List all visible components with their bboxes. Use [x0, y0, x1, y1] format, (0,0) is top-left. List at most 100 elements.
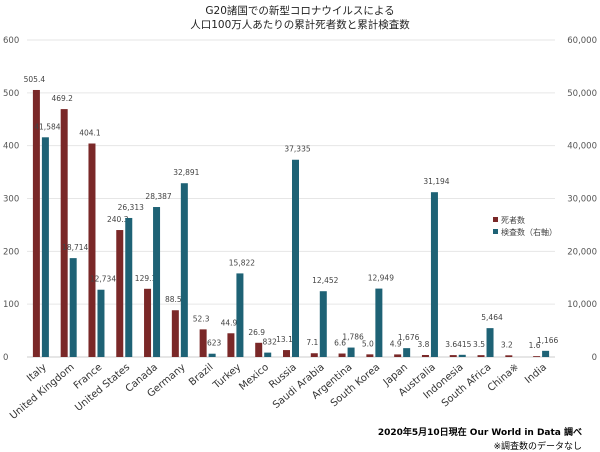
bar-tests	[180, 183, 188, 357]
y2-tick-label: 30,000	[567, 195, 597, 205]
bar-deaths	[199, 329, 207, 357]
data-label-tests: 1,786	[342, 333, 364, 342]
legend-swatch	[493, 217, 498, 222]
bar-tests	[430, 192, 438, 357]
data-label-deaths: 5.0	[362, 339, 374, 348]
bar-deaths	[116, 230, 124, 357]
data-label-deaths: 240.3	[107, 215, 129, 224]
bar-tests	[69, 258, 77, 357]
bar-deaths	[421, 354, 429, 357]
data-label-deaths: 129.1	[135, 274, 157, 283]
legend-label: 死者数	[501, 215, 525, 225]
data-label-deaths: 505.4	[24, 75, 46, 84]
data-label-tests: 623	[207, 339, 222, 348]
y-tick-label: 100	[3, 300, 19, 310]
chart-title: 人口100万人あたりの累計死者数と累計検査数	[190, 18, 410, 31]
y2-tick-label: 10,000	[567, 300, 597, 310]
bar-tests	[319, 291, 327, 357]
data-label-tests: 31,194	[423, 177, 449, 186]
x-tick-label: Turkey	[211, 362, 244, 392]
data-label-deaths: 44.9	[221, 318, 238, 327]
x-tick-label: Italy	[25, 362, 49, 384]
bar-tests	[97, 289, 105, 357]
data-label-deaths: 3.5	[473, 340, 485, 349]
y-tick-label: 200	[3, 247, 19, 257]
y2-tick-label: 60,000	[567, 36, 597, 46]
data-label-deaths: 13.1	[276, 335, 293, 344]
source-note: 2020年5月10日現在 Our World in Data 調べ	[377, 428, 582, 438]
data-label-deaths: 3.6	[445, 340, 457, 349]
legend-label: 検査数（右軸）	[501, 227, 557, 237]
data-label-deaths: 88.5	[165, 295, 182, 304]
data-label-deaths: 1.6	[529, 341, 541, 350]
bar-tests	[41, 137, 49, 357]
bar-tests	[125, 217, 133, 357]
bar-deaths	[283, 350, 290, 357]
data-label-tests: 32,891	[173, 168, 199, 177]
bar-deaths	[171, 310, 179, 357]
bar-tests	[486, 328, 494, 357]
y2-tick-label: 20,000	[567, 247, 597, 257]
data-label-deaths: 4.9	[390, 339, 402, 348]
bar-deaths	[227, 333, 235, 357]
bar-tests	[458, 354, 466, 357]
data-label-tests: 28,387	[145, 192, 171, 201]
data-label-tests: 26,313	[118, 203, 144, 212]
data-label-deaths: 469.2	[51, 94, 73, 103]
y-tick-label: 600	[3, 36, 19, 46]
data-label-deaths: 6.6	[334, 339, 346, 348]
data-label-tests: 12,452	[312, 276, 338, 285]
data-label-tests: 5,464	[481, 313, 503, 322]
bar-tests	[375, 288, 383, 357]
data-label-deaths: 52.3	[193, 314, 210, 323]
bar-tests	[236, 273, 244, 357]
bar-deaths	[366, 354, 374, 357]
y-tick-label: 500	[3, 89, 19, 99]
data-label-deaths: 3.8	[417, 340, 429, 349]
bar-deaths	[477, 355, 485, 357]
bar-tests	[292, 159, 299, 357]
bar-tests	[208, 353, 216, 357]
bar-deaths	[144, 288, 152, 357]
bar-tests	[347, 347, 355, 357]
bar-tests	[542, 350, 550, 357]
y-tick-label: 300	[3, 195, 19, 205]
data-label-tests: 18,714	[62, 243, 88, 252]
bar-tests	[403, 348, 411, 357]
data-label-tests: 1,676	[398, 333, 420, 342]
data-label-deaths: 3.2	[501, 340, 513, 349]
data-label-deaths: 7.1	[306, 338, 318, 347]
bar-deaths	[310, 353, 318, 357]
bar-deaths	[505, 355, 513, 357]
chart-title: G20諸国での新型コロナウイルスによる	[205, 4, 394, 17]
data-label-tests: 1,166	[537, 336, 559, 345]
y2-tick-label: 40,000	[567, 142, 597, 152]
x-tick-label: India	[523, 362, 549, 386]
data-label-tests: 832	[263, 338, 278, 347]
x-tick-label: South Korea	[329, 362, 382, 409]
bar-deaths	[338, 353, 346, 357]
bar-tests	[153, 207, 161, 357]
data-label-tests: 15,822	[229, 258, 255, 267]
footnote: ※調査数のデータなし	[493, 442, 582, 452]
y2-tick-label: 50,000	[567, 89, 597, 99]
data-label-tests: 415	[457, 340, 472, 349]
data-label-tests: 12,734	[90, 275, 116, 284]
bar-deaths	[88, 143, 96, 357]
legend-swatch	[493, 229, 498, 234]
y-tick-label: 400	[3, 142, 19, 152]
bar-deaths	[449, 355, 457, 357]
y-tick-label: 0	[3, 353, 8, 363]
bar-deaths	[394, 354, 402, 357]
y2-tick-label: 0	[592, 353, 597, 363]
bar-deaths	[60, 109, 68, 357]
bar-tests	[264, 352, 272, 357]
bar-deaths	[533, 356, 541, 357]
data-label-tests: 41,584	[34, 122, 60, 131]
data-label-deaths: 26.9	[248, 328, 265, 337]
data-label-tests: 37,335	[284, 145, 310, 154]
bar-deaths	[255, 342, 263, 357]
data-label-deaths: 404.1	[79, 129, 101, 138]
